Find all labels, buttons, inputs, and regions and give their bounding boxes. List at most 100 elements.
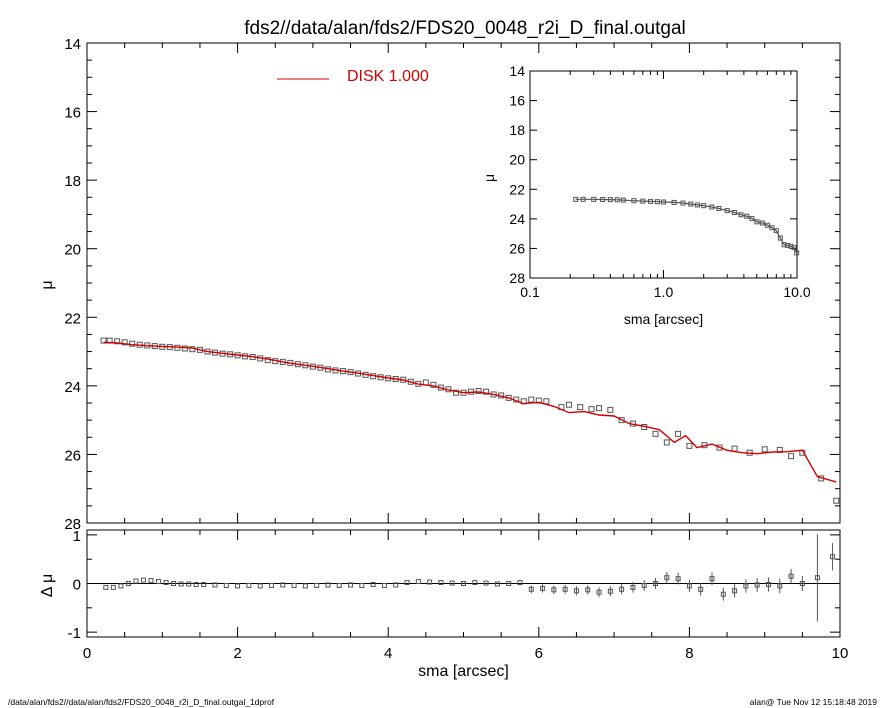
inset-data-point (709, 204, 715, 210)
residual-data-point (140, 577, 146, 583)
xtick-label: 6 (535, 645, 543, 662)
inset-data-point (749, 215, 755, 221)
inset-xtick-label: 0.1 (520, 284, 540, 300)
main-ytick-label: 14 (64, 36, 81, 53)
residual-data-point (393, 582, 399, 588)
main-data-point (430, 381, 437, 388)
residual-data-point (829, 554, 835, 560)
x-axis-label: sma [arcsec] (418, 663, 509, 680)
residual-data-point (630, 584, 636, 590)
residual-data-point (551, 587, 557, 593)
main-data-point (483, 388, 490, 395)
inset-data-point (754, 219, 760, 225)
main-y-axis-label: μ (39, 280, 56, 289)
inset-data-point (680, 200, 686, 206)
residual-data-point (223, 582, 229, 588)
residual-data-point (528, 586, 534, 592)
residual-data-point (494, 581, 500, 587)
residual-data-point (314, 582, 320, 588)
residual-data-point (133, 578, 139, 584)
residual-data-point (156, 579, 162, 585)
residual-data-point (788, 573, 794, 579)
residual-data-point (754, 582, 760, 588)
legend-label: DISK 1.000 (347, 68, 429, 85)
residual-data-point (193, 581, 199, 587)
residual-data-point (268, 582, 274, 588)
main-data-point (731, 445, 738, 452)
xtick-label: 4 (384, 645, 392, 662)
main-data-point (121, 339, 128, 346)
main-ytick-label: 16 (64, 105, 81, 122)
residual-data-point (415, 579, 421, 585)
inset-data-point (701, 203, 707, 209)
residual-data-point (148, 578, 154, 584)
residual-y-axis-label: Δ μ (39, 574, 56, 597)
xtick-label: 10 (832, 645, 849, 662)
inset-data-point (764, 222, 770, 228)
residual-ytick-label: 0 (73, 577, 81, 594)
main-plot: 14 16 18 20 22 24 26 28 μ (39, 36, 841, 533)
residual-data-point (765, 581, 771, 587)
residual-data-point (178, 581, 184, 587)
residual-data-point (336, 582, 342, 588)
inset-data-point (744, 213, 750, 219)
main-ytick-label: 24 (64, 379, 81, 396)
residual-data-point (585, 587, 591, 593)
inset-data-point (777, 235, 783, 241)
residual-data-point (280, 582, 286, 588)
residual-data-point (427, 579, 433, 585)
main-data-point (543, 398, 550, 405)
main-data-point (475, 388, 482, 394)
residual-data-point (201, 581, 207, 587)
chart-title: fds2//data/alan/fds2/FDS20_0048_r2i_D_fi… (244, 18, 686, 39)
residual-data-point (653, 581, 659, 586)
inset-x-axis-label: sma [arcsec] (624, 311, 703, 327)
residual-data-point (540, 585, 546, 591)
inset-data-point (620, 197, 626, 203)
residual-data-point (246, 582, 252, 588)
main-data-point (618, 417, 625, 424)
main-data-point (535, 397, 542, 404)
inset-data-point (794, 250, 800, 256)
main-data-point (761, 446, 768, 453)
footer-right: alan@ Tue Nov 12 15:18:48 2019 (750, 697, 878, 707)
main-data-point (663, 439, 670, 446)
footer-left: /data/alan/fds2//data/alan/fds2/FDS20_00… (8, 697, 275, 707)
inset-ytick-label: 24 (509, 211, 525, 227)
residual-data-point (472, 580, 478, 586)
inset-data-point (591, 196, 597, 202)
residual-data-point (235, 583, 241, 589)
inset-data-point (671, 199, 677, 205)
inset-data-point (716, 206, 722, 212)
inset-data-point (607, 197, 613, 203)
inset-ytick-label: 16 (509, 93, 525, 109)
residual-ytick-label: 1 (73, 528, 81, 545)
main-data-point (577, 404, 584, 411)
main-data-point (528, 396, 535, 403)
inset-xtick-label: 10.0 (783, 284, 810, 300)
inset-ytick-label: 20 (509, 152, 525, 168)
residual-data-point (619, 586, 625, 592)
inset-data-point (791, 245, 797, 251)
main-data-point (607, 406, 614, 413)
residual-data-point (709, 576, 715, 582)
main-data-point (114, 338, 121, 345)
residual-data-point (370, 581, 376, 587)
main-data-point (596, 405, 603, 412)
inset-data-point (731, 209, 737, 215)
inset-y-axis-label: μ (481, 174, 497, 182)
residual-data-point (449, 580, 455, 586)
main-data-point (565, 401, 572, 408)
inset-ytick-label: 14 (509, 63, 525, 79)
main-data-point (788, 453, 795, 460)
inset-data-point (688, 201, 694, 207)
residual-data-point (325, 582, 331, 588)
main-ytick-label: 22 (64, 310, 81, 327)
main-data-point (652, 430, 659, 437)
residual-data-point (118, 583, 124, 589)
main-data-point (686, 442, 693, 449)
residual-data-point (257, 583, 263, 589)
residual-ytick-label: -1 (68, 625, 81, 642)
